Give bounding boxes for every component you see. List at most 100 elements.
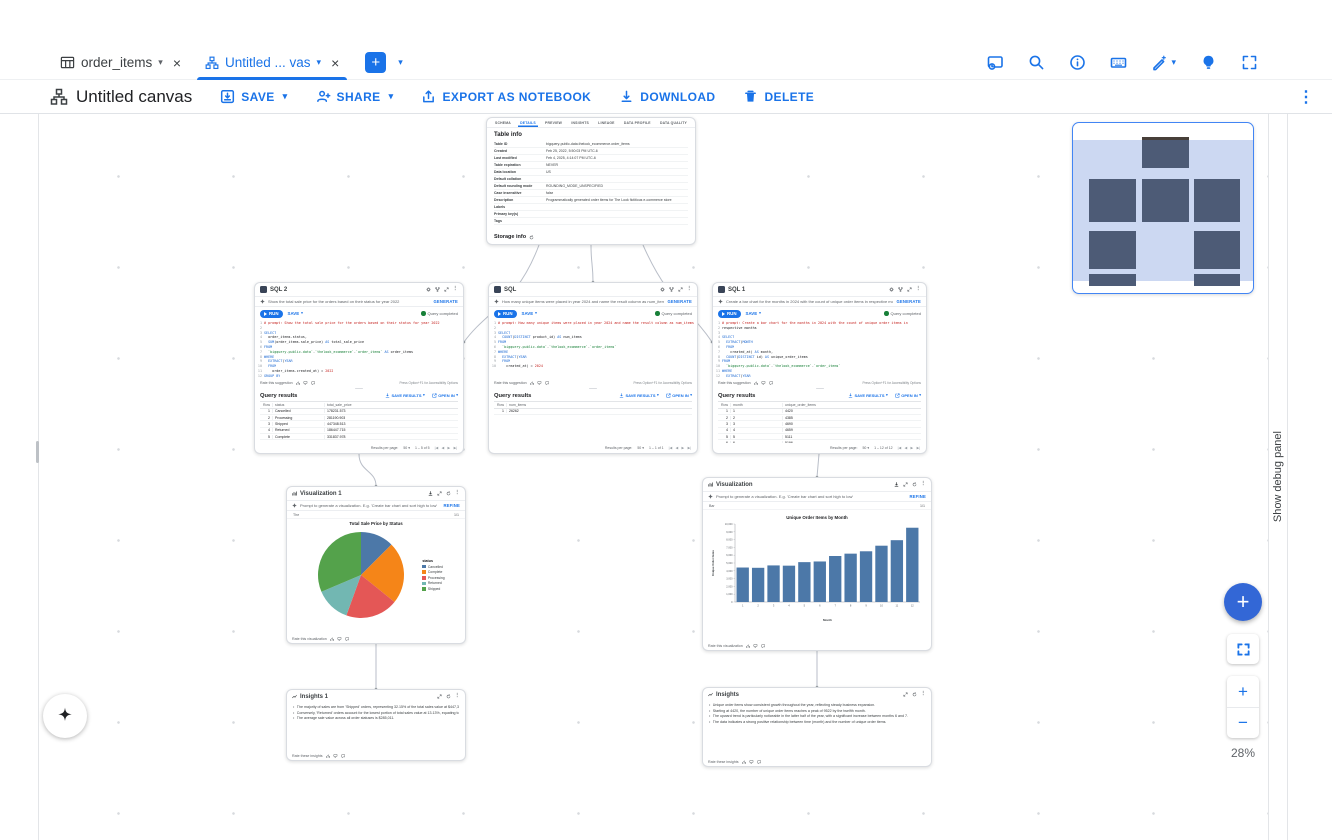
gemini-button[interactable] — [43, 694, 87, 738]
chevron-down-icon[interactable]: ▾ — [388, 91, 394, 101]
open-in-button[interactable]: OPEN IN ▾ — [895, 393, 921, 398]
more-vert-icon[interactable]: ⋮ — [1298, 88, 1314, 106]
chevron-down-icon[interactable]: ▾ — [158, 57, 163, 67]
generate-button[interactable]: GENERATE — [667, 299, 692, 304]
first-page-icon[interactable]: |◀ — [668, 446, 672, 450]
visualization-node[interactable]: Visualization 1 ⋮ Prompt to generate a v… — [286, 486, 466, 644]
save-button[interactable]: SAVE ▾ — [220, 89, 287, 104]
expand-icon[interactable] — [677, 287, 683, 292]
table-tab-lineage[interactable]: LINEAGE — [598, 120, 615, 125]
thumbs-up-icon[interactable] — [753, 381, 759, 386]
save-query-button[interactable]: SAVE ▾ — [287, 310, 303, 316]
refresh-icon[interactable] — [912, 482, 917, 487]
table-tab-preview[interactable]: PREVIEW — [545, 120, 563, 125]
more-vert-icon[interactable]: ⋮ — [920, 690, 927, 697]
gear-icon[interactable] — [425, 287, 431, 292]
minimap[interactable] — [1072, 122, 1254, 294]
next-page-icon[interactable]: ▶ — [910, 446, 914, 450]
sql-editor[interactable]: 1 # prompt: Create a bar chart for the mo… — [713, 320, 926, 379]
table-details-node[interactable]: SCHEMA DETAILS PREVIEW INSIGHTS LINEAGE DATA … — [486, 117, 696, 245]
share-button[interactable]: SHARE ▾ — [316, 89, 394, 104]
save-results-button[interactable]: SAVE RESULTS ▾ — [385, 393, 425, 398]
run-button[interactable]: RUN — [260, 309, 283, 318]
thumbs-up-icon[interactable] — [295, 381, 301, 386]
comment-icon[interactable] — [769, 381, 774, 386]
thumbs-down-icon[interactable] — [753, 643, 758, 649]
table-tab-schema[interactable]: SCHEMA — [495, 120, 511, 125]
generate-button[interactable]: GENERATE — [896, 299, 921, 304]
chevron-down-icon[interactable]: ▾ — [316, 57, 322, 67]
fullscreen-icon[interactable] — [1241, 54, 1258, 71]
table-tab-data-profile[interactable]: DATA PROFILE — [623, 120, 651, 125]
expand-icon[interactable] — [906, 287, 912, 292]
tab-untitled-canvas[interactable]: Untitled ... vas ▾ × — [193, 46, 351, 80]
info-icon[interactable] — [1069, 54, 1086, 71]
open-in-button[interactable]: OPEN IN ▾ — [432, 393, 458, 398]
comment-icon[interactable] — [345, 637, 350, 642]
fork-icon[interactable] — [668, 287, 674, 292]
thumbs-down-icon[interactable] — [749, 759, 754, 765]
thumbs-up-icon[interactable] — [325, 754, 331, 759]
close-icon[interactable]: × — [331, 54, 340, 71]
drag-handle[interactable] — [255, 387, 463, 390]
save-query-button[interactable]: SAVE ▾ — [521, 310, 537, 316]
search-icon[interactable] — [1028, 54, 1045, 71]
run-button[interactable]: RUN — [494, 309, 517, 318]
insights-node[interactable]: Insights ⋮ • Unique order items show cons… — [702, 687, 932, 767]
prev-page-icon[interactable]: ◀ — [904, 446, 908, 450]
comment-icon[interactable] — [341, 754, 346, 759]
refine-button[interactable]: REFINE — [909, 494, 926, 499]
drag-handle[interactable] — [489, 387, 697, 390]
expand-icon[interactable] — [436, 694, 442, 699]
last-page-icon[interactable]: ▶| — [916, 446, 920, 450]
chevron-down-icon[interactable]: ▾ — [282, 91, 288, 101]
next-page-icon[interactable]: ▶ — [447, 446, 451, 450]
thumbs-up-icon[interactable] — [329, 637, 335, 642]
more-vert-icon[interactable]: ⋮ — [454, 692, 461, 699]
refresh-icon[interactable] — [529, 234, 534, 240]
save-query-button[interactable]: SAVE ▾ — [745, 310, 761, 316]
download-chart-icon[interactable] — [894, 482, 899, 487]
thumbs-down-icon[interactable] — [337, 636, 342, 642]
expand-icon[interactable] — [436, 491, 442, 496]
first-page-icon[interactable]: |◀ — [897, 446, 901, 450]
tab-order-items[interactable]: order_items ▾ × — [48, 46, 193, 79]
sql-node[interactable]: SQL 1 ⋮ Create a bar chart for the month… — [712, 282, 927, 454]
more-vert-icon[interactable]: ⋮ — [915, 285, 922, 292]
add-node-fab[interactable]: + — [1224, 583, 1262, 621]
prompt-text[interactable]: How many unique items were placed in yea… — [502, 299, 665, 304]
gear-icon[interactable] — [659, 287, 665, 292]
save-results-button[interactable]: SAVE RESULTS ▾ — [619, 393, 659, 398]
prev-page-icon[interactable]: ◀ — [675, 446, 679, 450]
first-page-icon[interactable]: |◀ — [434, 446, 438, 450]
magic-pen-icon[interactable]: ▾ — [1151, 54, 1176, 71]
sql-editor[interactable]: 1 # prompt: How many unique items were pl… — [489, 320, 697, 379]
refine-button[interactable]: REFINE — [443, 503, 460, 508]
results-table[interactable]: Row month unique_order_items 1 1 4420 2 2 4385 3 3… — [718, 401, 921, 443]
refresh-icon[interactable] — [446, 491, 451, 496]
prompt-text[interactable]: Create a bar chart for the months in 202… — [726, 299, 894, 304]
open-in-button[interactable]: OPEN IN ▾ — [666, 393, 692, 398]
download-chart-icon[interactable] — [428, 491, 433, 496]
export-as-notebook-button[interactable]: EXPORT AS NOTEBOOK — [421, 89, 591, 104]
fit-view-button[interactable] — [1227, 634, 1259, 664]
thumbs-down-icon[interactable] — [333, 753, 338, 759]
last-page-icon[interactable]: ▶| — [687, 446, 691, 450]
lightbulb-icon[interactable] — [1200, 54, 1217, 71]
table-tab-data-quality[interactable]: DATA QUALITY — [659, 120, 687, 125]
table-tab-details[interactable]: DETAILS — [518, 118, 538, 127]
sql-node[interactable]: SQL ⋮ How many unique items were placed … — [488, 282, 698, 454]
collapsed-panel-handle[interactable] — [36, 441, 39, 463]
prompt-text[interactable]: Show the total sale price for the orders… — [268, 299, 400, 304]
table-tab-insights[interactable]: INSIGHTS — [571, 120, 589, 125]
refresh-icon[interactable] — [446, 694, 451, 699]
more-vert-icon[interactable]: ⋮ — [686, 285, 693, 292]
refresh-icon[interactable] — [912, 692, 917, 697]
comment-icon[interactable] — [311, 381, 316, 386]
more-vert-icon[interactable]: ⋮ — [452, 285, 459, 292]
thumbs-down-icon[interactable] — [537, 380, 542, 386]
drag-handle[interactable] — [713, 387, 926, 390]
generate-button[interactable]: GENERATE — [433, 299, 458, 304]
tab-overflow-chevron-icon[interactable]: ▾ — [398, 57, 403, 67]
save-results-button[interactable]: SAVE RESULTS ▾ — [848, 393, 888, 398]
